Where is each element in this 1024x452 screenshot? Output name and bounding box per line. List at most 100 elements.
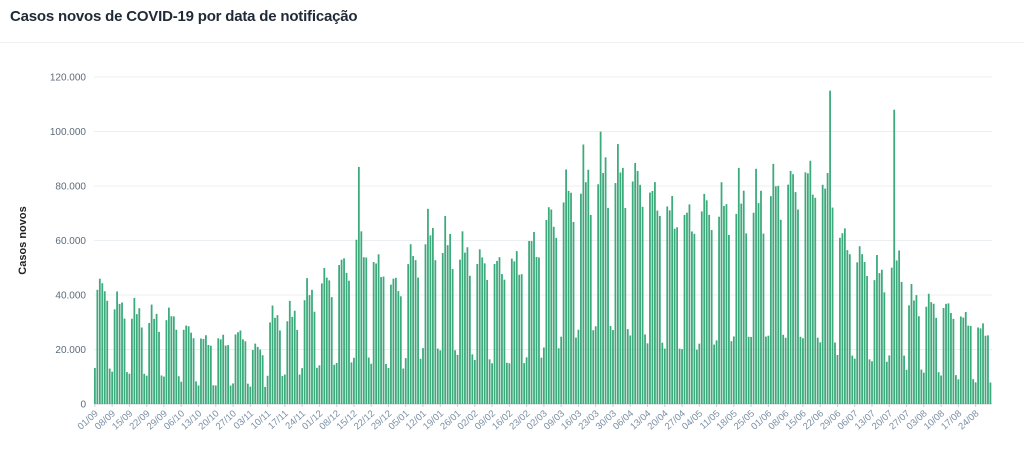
bar	[636, 170, 639, 404]
bar	[459, 259, 461, 404]
bar	[863, 261, 866, 404]
bar	[565, 169, 567, 404]
bar	[227, 345, 229, 404]
bar	[834, 342, 836, 404]
bar	[496, 260, 498, 404]
bar	[355, 239, 358, 404]
bar	[192, 338, 195, 404]
bar	[281, 376, 284, 404]
bar	[893, 109, 896, 404]
y-tick-label: 60.000	[55, 236, 86, 247]
bar	[940, 375, 942, 404]
bar	[543, 347, 545, 404]
bar	[412, 256, 415, 404]
bar	[380, 277, 382, 404]
bar	[449, 233, 452, 404]
bar	[787, 184, 790, 404]
bar	[298, 374, 301, 404]
bar	[560, 336, 563, 404]
bar	[414, 260, 417, 404]
bar	[209, 345, 212, 404]
bar	[121, 302, 123, 404]
bar	[927, 293, 930, 404]
bar	[908, 305, 910, 404]
bar	[108, 368, 111, 404]
bar	[713, 344, 716, 404]
bar	[895, 260, 898, 404]
bar	[478, 249, 481, 404]
bar	[732, 336, 735, 404]
bar	[750, 336, 753, 404]
bar	[925, 306, 928, 404]
bar	[742, 190, 745, 404]
bar	[417, 277, 419, 404]
bar	[510, 258, 513, 404]
bar	[98, 278, 101, 404]
bar	[372, 262, 375, 404]
bar	[819, 342, 822, 404]
bar	[772, 163, 775, 404]
bar	[212, 385, 215, 404]
bar	[809, 160, 812, 404]
bar	[584, 182, 587, 404]
bar	[274, 317, 276, 404]
bar	[829, 90, 831, 405]
bar	[461, 231, 464, 404]
bar	[296, 329, 299, 404]
bar	[683, 214, 686, 404]
bar	[434, 260, 437, 404]
bar	[843, 228, 846, 404]
bar	[197, 385, 200, 404]
bar	[160, 375, 163, 404]
bar	[286, 321, 289, 404]
bar	[291, 316, 294, 404]
bar	[866, 275, 868, 404]
bar	[792, 174, 794, 404]
bar	[550, 209, 553, 404]
bar	[658, 216, 661, 404]
bar	[972, 379, 975, 404]
bar	[444, 216, 447, 404]
bar	[942, 308, 945, 404]
bar	[547, 207, 550, 404]
bar	[607, 207, 609, 404]
bar	[841, 233, 844, 404]
bar	[617, 144, 619, 404]
bar	[851, 355, 854, 404]
bar	[987, 335, 989, 404]
bar	[728, 234, 730, 404]
bar	[589, 214, 592, 404]
bar	[385, 363, 387, 404]
bar	[747, 336, 750, 404]
bar	[806, 173, 809, 404]
bar	[900, 281, 903, 404]
bar	[103, 291, 106, 404]
bar	[903, 355, 905, 404]
bar	[681, 349, 683, 404]
bar	[654, 182, 656, 404]
bar	[769, 196, 772, 404]
bar	[910, 283, 913, 404]
bar	[126, 372, 128, 404]
bar	[535, 256, 538, 404]
bar	[427, 208, 429, 404]
bar	[190, 332, 192, 404]
bar	[947, 303, 950, 404]
bar	[861, 254, 864, 404]
bar	[439, 350, 442, 404]
bar	[937, 372, 940, 404]
bar	[575, 337, 577, 404]
bar	[757, 203, 760, 404]
y-tick-label: 120.000	[50, 73, 87, 84]
bar	[888, 355, 891, 404]
bar	[695, 349, 698, 404]
bar	[333, 364, 336, 404]
bar	[158, 331, 160, 404]
bar	[168, 307, 170, 404]
bar	[200, 338, 202, 404]
bar	[456, 354, 459, 404]
bar	[533, 231, 535, 404]
bar	[483, 263, 486, 404]
bar	[473, 360, 476, 404]
